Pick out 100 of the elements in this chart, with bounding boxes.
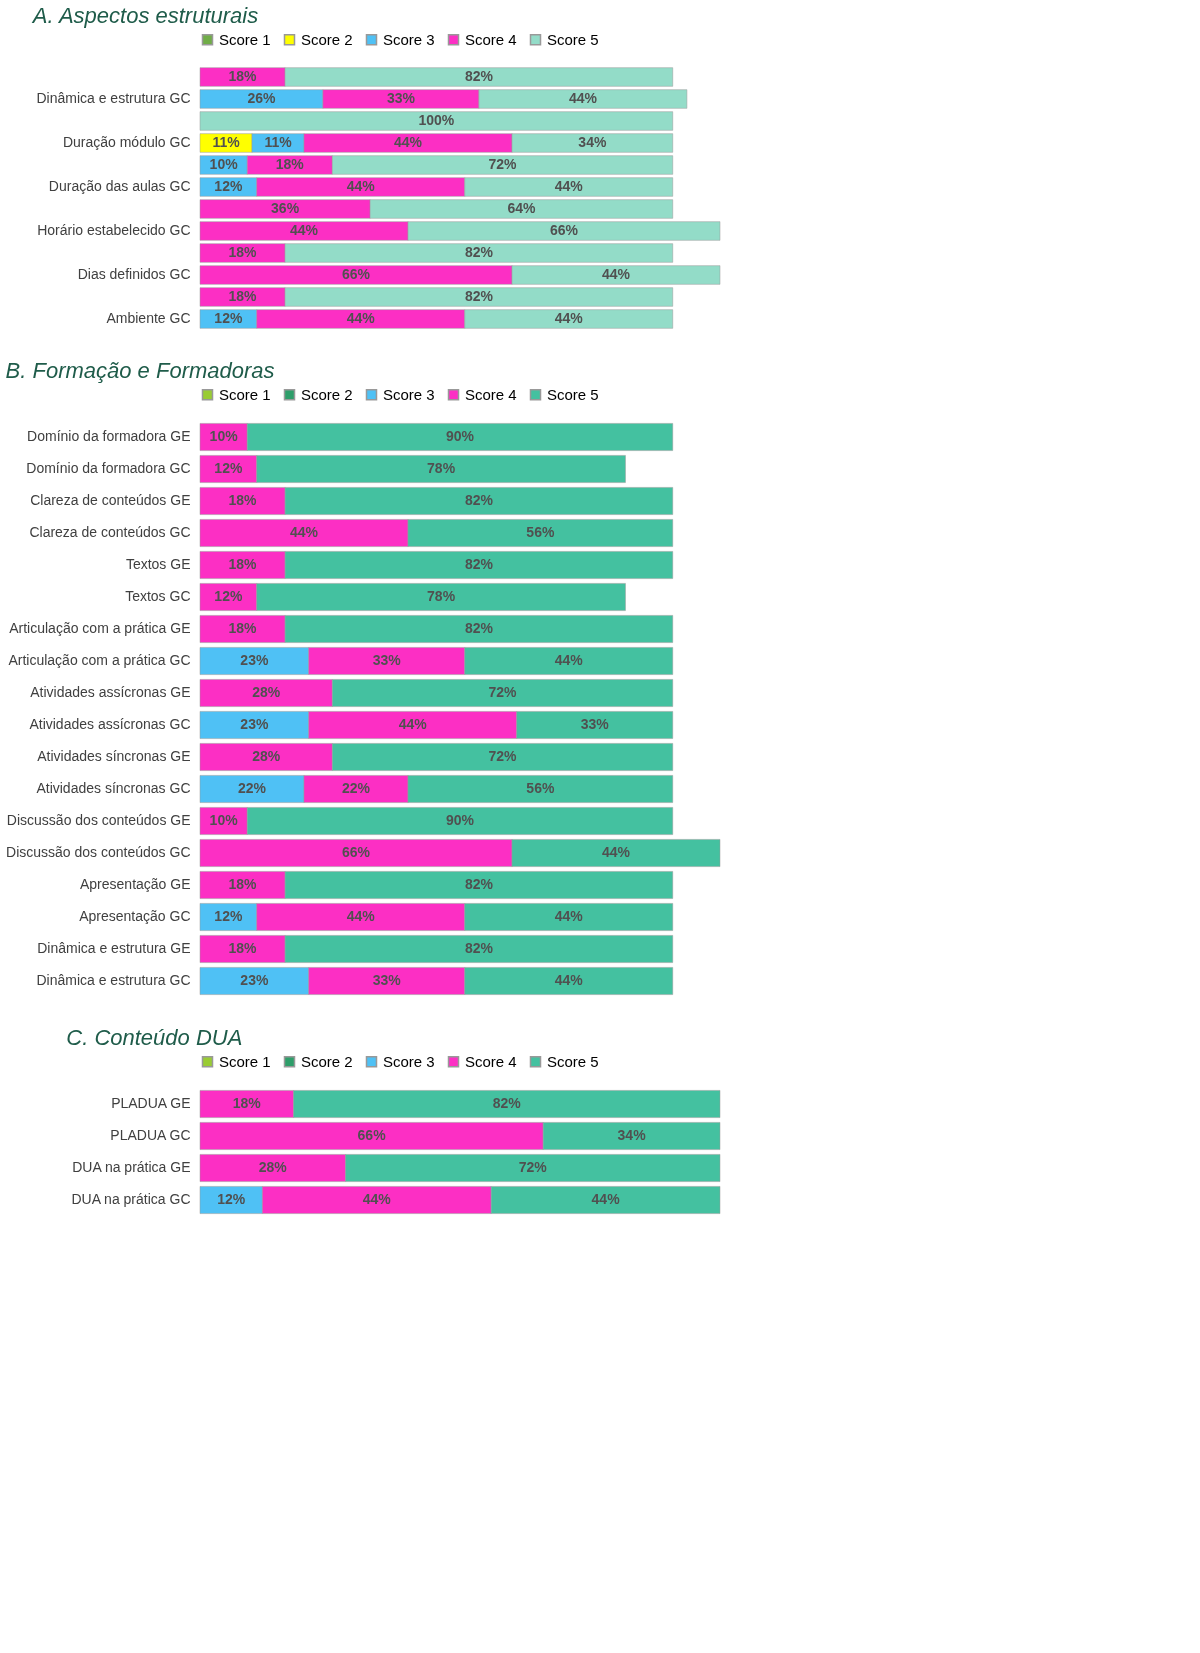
data-label: 18% <box>232 1095 262 1111</box>
data-label: 72% <box>488 156 518 172</box>
y-tick-label: Duração das aulas GC <box>48 178 191 194</box>
y-tick-label: Atividades síncronas GC <box>36 780 191 796</box>
legend-label: Score 5 <box>547 30 599 48</box>
data-label: 36% <box>271 200 300 216</box>
y-tick-label: Atividades assícronas GC <box>29 716 191 732</box>
y-tick-label: DUA na prática GC <box>71 1191 191 1207</box>
data-label: 33% <box>372 652 402 668</box>
legend-label: Score 4 <box>465 385 517 403</box>
data-label: 82% <box>492 1095 522 1111</box>
data-label: 28% <box>258 1159 288 1175</box>
data-label: 56% <box>526 524 555 540</box>
data-label: 44% <box>346 178 376 194</box>
y-tick-label: Articulação com a prática GE <box>9 620 191 636</box>
data-label: 82% <box>464 876 494 892</box>
data-label: 64% <box>507 200 537 216</box>
data-label: 12% <box>214 310 243 326</box>
data-label: 18% <box>228 556 258 572</box>
y-tick-label: Clareza de conteúdos GE <box>30 492 191 508</box>
data-label: 44% <box>554 310 584 326</box>
legend-label: Score 5 <box>547 385 599 403</box>
data-label: 12% <box>214 460 243 476</box>
data-label: 82% <box>464 288 494 304</box>
data-label: 44% <box>591 1191 621 1207</box>
data-label: 28% <box>252 748 281 764</box>
legend-label: Score 1 <box>219 1052 271 1070</box>
data-label: 72% <box>488 684 518 700</box>
y-tick-label: Domínio da formadora GC <box>26 460 191 476</box>
legend-label: Score 3 <box>383 385 435 403</box>
legend-label: Score 5 <box>547 1052 599 1070</box>
data-label: 78% <box>427 460 456 476</box>
data-label: 18% <box>228 288 258 304</box>
y-tick-label: Discussão dos conteúdos GE <box>6 812 191 828</box>
y-tick-label: Textos GE <box>125 556 191 572</box>
chart-title: A. Aspectos estruturais <box>30 3 259 28</box>
data-label: 34% <box>578 134 607 150</box>
y-tick-label: Dinâmica e estrutura GE <box>37 940 191 956</box>
data-label: 22% <box>341 780 371 796</box>
data-label: 28% <box>252 684 281 700</box>
data-label: 82% <box>464 556 494 572</box>
legend-label: Score 2 <box>301 385 353 403</box>
data-label: 44% <box>554 652 584 668</box>
y-tick-label: Horário estabelecido GC <box>37 222 191 238</box>
legend-label: Score 1 <box>219 385 271 403</box>
data-label: 90% <box>445 812 475 828</box>
legend-label: Score 2 <box>301 30 353 48</box>
y-tick-label: Apresentação GE <box>79 876 191 892</box>
data-label: 44% <box>554 178 584 194</box>
data-label: 82% <box>464 244 494 260</box>
data-label: 44% <box>362 1191 392 1207</box>
data-label: 26% <box>247 90 277 106</box>
data-label: 23% <box>240 652 269 668</box>
legend-label: Score 3 <box>383 1052 435 1070</box>
data-label: 100% <box>418 112 455 128</box>
data-label: 66% <box>341 844 371 860</box>
data-label: 11% <box>264 134 293 150</box>
legend-label: Score 4 <box>465 30 517 48</box>
data-label: 11% <box>212 134 241 150</box>
data-label: 18% <box>228 620 258 636</box>
data-label: 66% <box>357 1127 387 1143</box>
data-label: 56% <box>526 780 555 796</box>
data-label: 23% <box>240 716 269 732</box>
y-tick-label: Ambiente GC <box>106 310 191 326</box>
data-label: 44% <box>398 716 428 732</box>
data-label: 33% <box>372 972 402 988</box>
y-tick-label: Textos GC <box>125 588 191 604</box>
data-label: 23% <box>240 972 269 988</box>
legend-label: Score 2 <box>301 1052 353 1070</box>
legend-label: Score 3 <box>383 30 435 48</box>
data-label: 44% <box>346 310 376 326</box>
data-label: 18% <box>228 492 258 508</box>
data-label: 12% <box>214 908 243 924</box>
data-label: 82% <box>464 620 494 636</box>
y-tick-label: PLADUA GE <box>111 1095 191 1111</box>
y-tick-label: Clareza de conteúdos GC <box>29 524 191 540</box>
data-label: 12% <box>214 178 243 194</box>
data-label: 44% <box>289 222 319 238</box>
y-tick-label: DUA na prática GE <box>72 1159 191 1175</box>
y-tick-label: Atividades síncronas GE <box>37 748 191 764</box>
data-label: 18% <box>275 156 305 172</box>
data-label: 34% <box>617 1127 647 1143</box>
data-label: 18% <box>228 68 258 84</box>
y-tick-label: Duração módulo GC <box>62 134 191 150</box>
data-label: 44% <box>289 524 319 540</box>
y-tick-label: Apresentação GC <box>79 908 191 924</box>
data-label: 18% <box>228 940 258 956</box>
chart-title: C. Conteúdo DUA <box>66 1025 243 1050</box>
data-label: 66% <box>341 266 371 282</box>
y-tick-label: Dinâmica e estrutura GC <box>36 972 191 988</box>
data-label: 44% <box>601 266 631 282</box>
data-label: 44% <box>346 908 376 924</box>
legend-label: Score 1 <box>219 30 271 48</box>
data-label: 90% <box>445 428 475 444</box>
data-label: 33% <box>386 90 416 106</box>
y-tick-label: PLADUA GC <box>110 1127 191 1143</box>
bar <box>199 111 673 131</box>
data-label: 44% <box>601 844 631 860</box>
y-tick-label: Atividades assícronas GE <box>30 684 191 700</box>
data-label: 44% <box>393 134 423 150</box>
